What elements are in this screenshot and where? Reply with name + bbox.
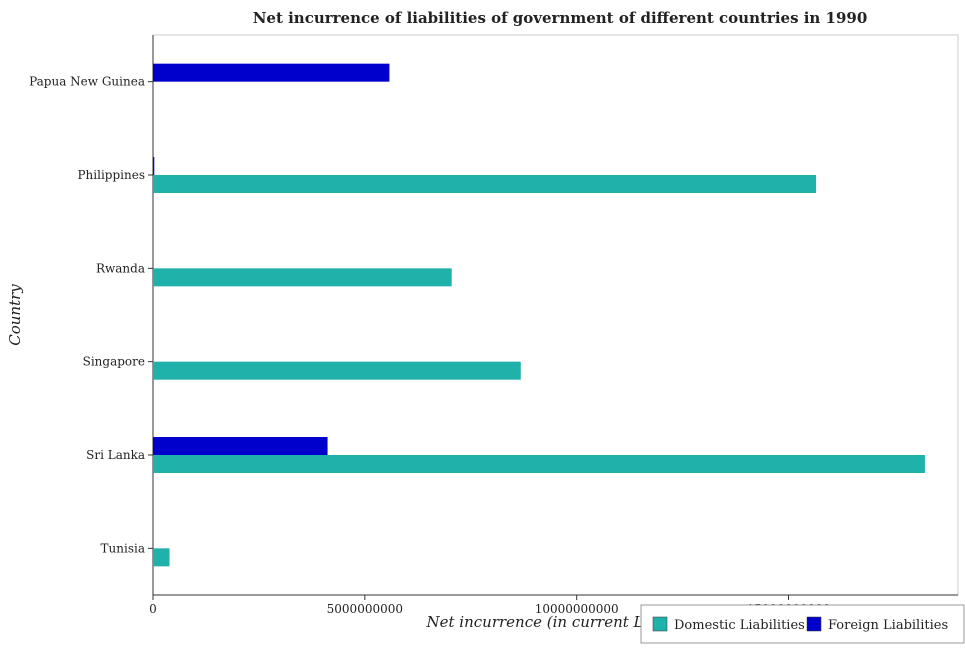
bar-domestic-singapore [153, 361, 521, 380]
x-tick-label: 10000000000 [535, 602, 619, 616]
bars-group [153, 63, 925, 567]
legend-box [640, 604, 965, 644]
y-ticks-group: Papua New Guinea Philippines Rwanda Singapo… [29, 75, 153, 555]
legend-swatch-foreign [806, 616, 822, 632]
legend-swatch-domestic [652, 616, 668, 632]
bar-domestic-tunisia [153, 548, 170, 567]
legend: Domestic Liabilities Foreign Liabilities [640, 604, 965, 644]
y-tick-label: Singapore [83, 355, 145, 369]
bar-foreign-sri-lanka [153, 437, 328, 455]
bar-domestic-rwanda [153, 268, 452, 287]
x-tick-label: 5000000000 [327, 602, 403, 616]
y-axis-label: Country [6, 284, 24, 346]
y-tick-label: Sri Lanka [86, 448, 145, 462]
legend-label-domestic: Domestic Liabilities [674, 618, 805, 633]
y-tick-label: Tunisia [101, 541, 145, 555]
legend-label-foreign: Foreign Liabilities [828, 618, 948, 633]
bar-foreign-papua-new-guinea [153, 63, 390, 82]
chart-title: Net incurrence of liabilities of governm… [253, 9, 868, 27]
plot-area [152, 34, 959, 596]
bar-domestic-sri-lanka [153, 455, 925, 473]
y-tick-label: Rwanda [96, 261, 145, 275]
y-tick-label: Papua New Guinea [29, 75, 145, 89]
x-tick-label: 0 [149, 602, 157, 616]
bar-foreign-philippines [153, 157, 155, 175]
x-axis-label: Net incurrence (in current LCU) [426, 613, 674, 631]
y-tick-label: Philippines [77, 168, 145, 182]
bar-domestic-philippines [153, 175, 817, 193]
